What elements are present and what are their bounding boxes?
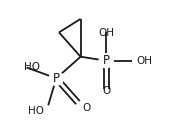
Text: OH: OH: [98, 28, 114, 38]
Text: P: P: [53, 72, 60, 85]
Text: P: P: [103, 54, 110, 67]
Text: O: O: [82, 103, 90, 113]
Circle shape: [49, 71, 63, 85]
Text: HO: HO: [28, 106, 44, 116]
Text: HO: HO: [24, 63, 40, 72]
Text: OH: OH: [136, 56, 152, 66]
Text: O: O: [102, 86, 110, 96]
Circle shape: [99, 54, 113, 68]
